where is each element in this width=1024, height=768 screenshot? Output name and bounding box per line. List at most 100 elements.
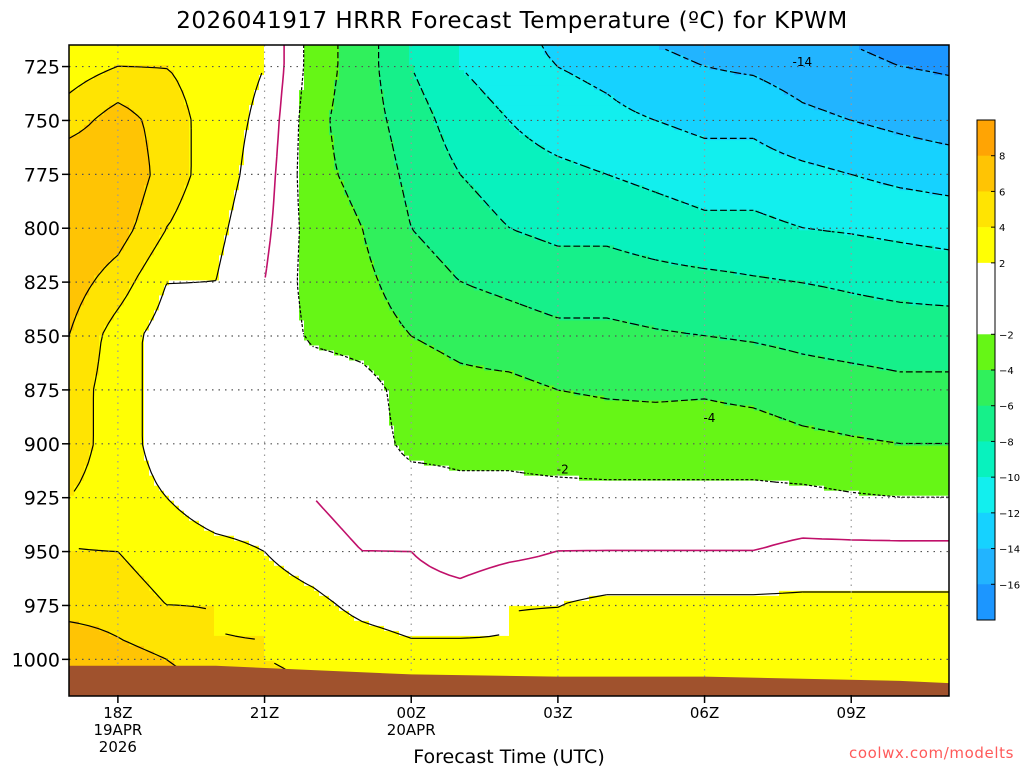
field-cell [119,520,125,527]
field-cell [224,550,230,557]
field-cell [194,385,200,392]
field-cell [219,300,225,306]
field-cell [199,225,205,231]
field-cell [259,240,265,246]
field-cell [154,230,160,236]
field-cell [164,310,170,317]
field-cell [259,150,265,156]
field-cell [174,490,180,497]
field-cell [109,370,115,377]
field-cell [104,260,110,266]
field-cell [174,515,180,522]
field-cell [169,385,175,392]
field-cell [119,410,125,417]
field-cell [94,210,100,216]
field-cell [184,65,190,71]
field-cell [234,200,240,206]
field-cell [164,625,170,632]
field-cell [104,70,110,76]
field-cell [209,600,215,607]
field-cell [109,55,115,61]
field-cell [204,580,210,587]
field-cell [239,660,245,667]
field-cell [144,195,150,201]
field-cell [259,85,265,91]
field-cell [169,425,175,432]
field-cell [89,115,95,121]
field-cell [174,230,180,236]
field-cell [144,590,150,597]
field-cell [249,565,255,572]
field-cell [179,350,185,357]
field-cell [89,575,95,582]
field-cell [204,305,210,312]
field-cell [84,570,90,577]
field-cell [74,100,80,106]
field-cell [89,530,95,537]
field-cell [119,370,125,377]
field-cell [259,275,265,281]
field-cell [174,195,180,201]
field-cell [239,250,245,256]
field-cell [104,295,110,301]
field-cell [114,520,120,527]
field-cell [209,190,215,196]
field-cell [159,455,165,462]
field-cell [159,485,165,492]
field-cell [149,380,155,387]
field-cell [159,60,165,66]
field-cell [234,55,240,61]
field-cell [124,480,130,487]
field-cell [114,345,120,352]
field-cell [69,345,75,352]
field-cell [99,280,105,286]
field-cell [204,575,210,582]
field-cell [149,450,155,457]
field-cell [84,50,90,56]
field-cell [169,100,175,106]
field-cell [214,290,220,296]
field-cell [74,205,80,211]
field-cell [164,630,170,637]
field-cell [199,235,205,241]
field-cell [234,210,240,216]
field-cell [254,650,260,657]
field-cell [119,320,125,327]
field-cell [134,450,140,457]
field-cell [129,180,135,186]
field-cell [239,405,245,412]
field-cell [249,660,255,667]
field-cell [114,550,120,557]
field-cell [204,415,210,422]
field-cell [259,75,265,81]
field-cell [89,365,95,372]
field-cell [214,480,220,487]
field-cell [139,240,145,246]
field-cell [219,475,225,482]
field-cell [234,590,240,597]
field-cell [199,410,205,417]
field-cell [244,190,250,196]
field-cell [104,380,110,387]
field-cell [224,370,230,377]
field-cell [204,490,210,497]
field-cell [204,110,210,116]
field-cell [189,485,195,492]
field-cell [134,130,140,136]
field-cell [229,450,235,457]
field-cell [134,625,140,632]
field-cell [119,170,125,176]
field-cell [184,410,190,417]
field-cell [249,455,255,462]
field-cell [159,115,165,121]
field-cell [239,455,245,462]
field-cell [134,660,140,667]
field-cell [144,355,150,362]
field-cell [204,445,210,452]
field-cell [159,435,165,442]
field-cell [229,85,235,91]
field-cell [234,190,240,196]
field-cell [234,195,240,201]
field-cell [194,405,200,412]
field-cell [189,530,195,537]
